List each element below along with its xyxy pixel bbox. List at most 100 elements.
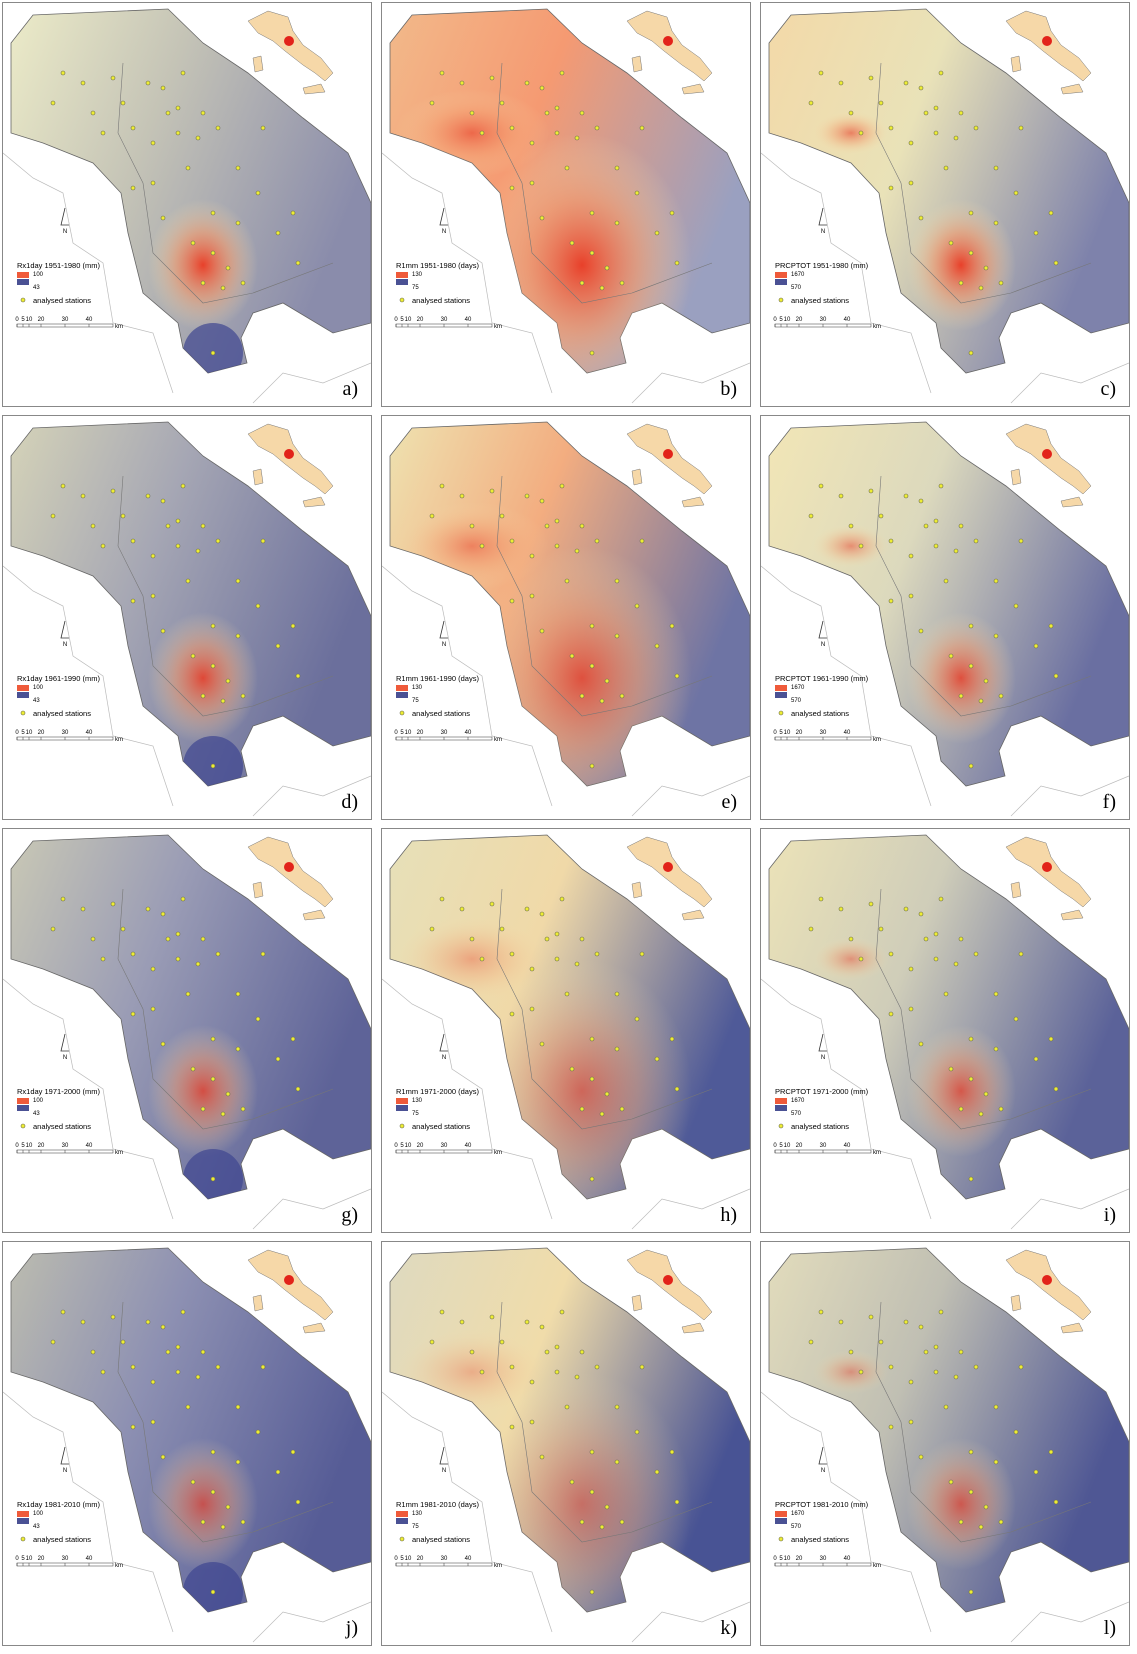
scale-unit: km	[494, 324, 502, 330]
station	[999, 281, 1003, 285]
station	[904, 907, 908, 911]
station	[620, 1520, 624, 1524]
station	[924, 111, 928, 115]
italy-inset	[627, 424, 712, 507]
station	[879, 101, 883, 105]
station	[211, 1590, 215, 1594]
station	[555, 932, 559, 936]
map-panel: NPRCPTOT 1961-1990 (mm)1670570analysed s…	[760, 415, 1130, 820]
station	[615, 992, 619, 996]
legend-cold	[775, 1518, 787, 1524]
station	[560, 71, 564, 75]
station	[575, 136, 579, 140]
station	[1014, 604, 1018, 608]
legend-warm	[775, 685, 787, 691]
legend-cold	[775, 1105, 787, 1111]
station	[540, 86, 544, 90]
legend-cold	[17, 692, 29, 698]
scale-unit: km	[115, 324, 123, 330]
legend-stations: analysed stations	[791, 1535, 849, 1544]
map: NRx1day 1951-1980 (mm)10043analysed stat…	[3, 3, 371, 406]
station	[919, 216, 923, 220]
scale-tick: 40	[465, 730, 472, 736]
station	[969, 1450, 973, 1454]
station	[580, 1107, 584, 1111]
station	[1034, 1470, 1038, 1474]
italy-inset	[1006, 1250, 1091, 1333]
station	[1019, 539, 1023, 543]
station	[51, 514, 55, 518]
legend-warm	[775, 1511, 787, 1517]
legend-min: 570	[791, 1111, 802, 1117]
station	[530, 967, 534, 971]
scale-unit: km	[494, 1563, 502, 1569]
station	[530, 1420, 534, 1424]
station	[530, 554, 534, 558]
station	[909, 594, 913, 598]
scale-tick: 20	[38, 317, 45, 323]
station	[675, 674, 679, 678]
region-highlight	[1042, 1275, 1052, 1285]
station	[635, 1017, 639, 1021]
legend-station	[400, 711, 404, 715]
scale-tick: 40	[844, 1556, 851, 1562]
station	[131, 599, 135, 603]
map-panel: NR1mm 1971-2000 (days)13075analysed stat…	[381, 828, 751, 1233]
scale-tick: 20	[417, 317, 424, 323]
scale-tick: 10	[26, 317, 33, 323]
map: NR1mm 1961-1990 (days)13075analysed stat…	[382, 416, 750, 819]
station	[261, 539, 265, 543]
station	[256, 1430, 260, 1434]
station	[81, 907, 85, 911]
scale-tick: 40	[465, 1143, 472, 1149]
legend-title: R1mm 1981-2010 (days)	[396, 1500, 479, 1509]
scale-tick: 20	[417, 1143, 424, 1149]
station	[944, 992, 948, 996]
station	[994, 634, 998, 638]
station	[560, 484, 564, 488]
legend-title: Rx1day 1961-1990 (mm)	[17, 674, 100, 683]
station	[440, 897, 444, 901]
legend-cold	[17, 1518, 29, 1524]
legend-station	[21, 1537, 25, 1541]
station	[440, 1310, 444, 1314]
station	[186, 992, 190, 996]
italy-inset	[627, 837, 712, 920]
map: NR1mm 1971-2000 (days)13075analysed stat…	[382, 829, 750, 1232]
station	[809, 101, 813, 105]
map: NRx1day 1981-2010 (mm)10043analysed stat…	[3, 1242, 371, 1645]
scale-tick: 10	[26, 730, 33, 736]
station	[470, 111, 474, 115]
scale-tick: 30	[820, 317, 827, 323]
station	[600, 286, 604, 290]
station	[296, 261, 300, 265]
station	[131, 186, 135, 190]
station	[81, 81, 85, 85]
legend-station	[779, 1537, 783, 1541]
station	[620, 694, 624, 698]
scale-tick: 40	[465, 317, 472, 323]
station	[176, 519, 180, 523]
station	[525, 494, 529, 498]
station	[605, 266, 609, 270]
legend-max: 100	[33, 1511, 44, 1517]
legend-stations: analysed stations	[412, 1535, 470, 1544]
station	[186, 166, 190, 170]
station	[211, 1037, 215, 1041]
station	[954, 136, 958, 140]
station	[879, 927, 883, 931]
scale-tick: 30	[820, 730, 827, 736]
station	[655, 1470, 659, 1474]
map-panel: NR1mm 1951-1980 (days)13075analysed stat…	[381, 2, 751, 407]
station	[241, 1107, 245, 1111]
legend-cold	[396, 1518, 408, 1524]
hotspot	[395, 502, 549, 590]
region-highlight	[663, 862, 673, 872]
station	[670, 1450, 674, 1454]
station	[959, 111, 963, 115]
legend-station	[400, 298, 404, 302]
station	[161, 1042, 165, 1046]
station	[994, 1460, 998, 1464]
legend-station	[21, 1124, 25, 1128]
